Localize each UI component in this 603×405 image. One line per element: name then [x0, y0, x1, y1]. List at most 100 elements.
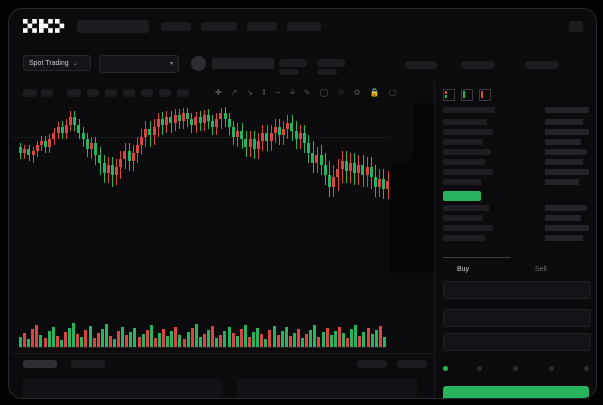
candle-body	[94, 143, 98, 155]
candle-body	[23, 149, 27, 153]
okx-logo[interactable]	[23, 19, 65, 33]
order-amount-field[interactable]	[443, 309, 591, 327]
orderbook-row[interactable]	[545, 159, 583, 165]
timeframe-5[interactable]	[105, 89, 117, 97]
orderbook-row[interactable]	[545, 149, 587, 155]
volume-bar	[80, 337, 84, 347]
orderbook-bids-icon[interactable]	[461, 89, 473, 101]
slider-dot-25[interactable]	[477, 366, 482, 371]
orderbook-row[interactable]	[545, 139, 581, 145]
tab-sell[interactable]: Sell	[535, 266, 547, 273]
trade-mode-button[interactable]: Spot Trading ⌄	[23, 55, 91, 71]
volume-bar	[129, 332, 133, 347]
orderbook-both-icon[interactable]	[443, 89, 455, 101]
shapes-icon[interactable]: ◯	[319, 88, 329, 97]
volume-bar	[51, 327, 55, 347]
orderbook-highlight-row[interactable]	[443, 191, 481, 201]
orderbook-asks-icon[interactable]	[479, 89, 491, 101]
candle-body	[378, 179, 382, 187]
orderbook-row[interactable]	[545, 129, 589, 135]
candle-body	[140, 137, 144, 145]
orderbook-row[interactable]	[545, 107, 589, 113]
orderbook-row[interactable]	[443, 159, 485, 165]
account-menu-button[interactable]	[569, 21, 583, 32]
price-chart[interactable]	[9, 103, 434, 303]
orderbook-row[interactable]	[545, 169, 589, 175]
candle-body	[261, 133, 265, 141]
orderbook-row[interactable]	[443, 149, 491, 155]
timeframe-3[interactable]	[67, 89, 81, 97]
orderbook-row[interactable]	[443, 139, 483, 145]
tab-orders[interactable]	[23, 360, 57, 368]
nav-item-3[interactable]	[247, 22, 277, 31]
tab-option-2[interactable]	[397, 360, 427, 368]
slider-dot-50[interactable]	[513, 366, 518, 371]
trash-icon[interactable]: ▢	[388, 88, 397, 97]
order-total-field[interactable]	[443, 333, 591, 351]
orderbook-row[interactable]	[443, 107, 495, 113]
cursor-icon[interactable]: ✚	[215, 88, 222, 97]
vertical-line-icon[interactable]: ‖	[262, 88, 266, 97]
timeframe-1[interactable]	[23, 89, 37, 97]
orderbook-row[interactable]	[443, 225, 493, 231]
nav-item-4[interactable]	[287, 22, 321, 31]
timeframe-8[interactable]	[159, 89, 171, 97]
orderbook-row[interactable]	[443, 235, 485, 241]
candle-body	[373, 177, 377, 187]
amount-slider[interactable]	[443, 365, 589, 373]
brush-icon[interactable]: ✎	[303, 88, 311, 97]
volume-bar	[313, 325, 317, 347]
orderbook-row[interactable]	[443, 205, 489, 211]
slider-dot-75[interactable]	[549, 366, 554, 371]
measure-icon[interactable]: ☉	[337, 88, 345, 97]
bottom-panel-right[interactable]	[237, 379, 417, 398]
candle-body	[248, 139, 252, 147]
magnet-icon[interactable]: ⚙	[353, 88, 361, 97]
lock-icon[interactable]: 🔒	[369, 88, 380, 97]
candle-body	[85, 139, 89, 149]
tab-buy[interactable]: Buy	[457, 266, 470, 273]
pair-select[interactable]: ▾	[99, 55, 179, 73]
volume-bar	[198, 337, 202, 347]
search-input[interactable]	[77, 20, 149, 33]
ray-icon[interactable]: ↘	[246, 88, 254, 97]
timeframe-6[interactable]	[123, 89, 135, 97]
volume-bar	[309, 330, 313, 347]
orderbook-row[interactable]	[443, 215, 483, 221]
orderbook-row[interactable]	[443, 169, 493, 175]
orderbook-row[interactable]	[545, 235, 583, 241]
fib-icon[interactable]: ≡	[290, 88, 295, 97]
volume-chart	[9, 305, 434, 353]
trendline-icon[interactable]: ↗	[230, 88, 238, 97]
candle-body	[206, 115, 210, 121]
nav-item-2[interactable]	[201, 22, 237, 31]
nav-item-1[interactable]	[161, 22, 191, 31]
orderbook-row[interactable]	[545, 179, 579, 185]
candle-body	[240, 131, 244, 139]
candle-body	[156, 119, 160, 127]
tab-option-1[interactable]	[357, 360, 387, 368]
orderbook-row[interactable]	[545, 205, 587, 211]
slider-dot-100[interactable]	[584, 366, 589, 371]
slider-dot-0[interactable]	[443, 366, 448, 371]
candle-body	[286, 123, 290, 129]
wave-icon[interactable]: ∽	[274, 88, 282, 97]
place-buy-order-button[interactable]	[443, 386, 589, 398]
orderbook-row[interactable]	[443, 179, 481, 185]
candle-body	[69, 117, 73, 125]
volume-bar	[100, 329, 104, 347]
order-price-field[interactable]	[443, 281, 591, 299]
orderbook-row[interactable]	[545, 215, 581, 221]
orderbook-row[interactable]	[545, 225, 589, 231]
timeframe-2[interactable]	[41, 89, 53, 97]
timeframe-4[interactable]	[87, 89, 99, 97]
volume-bar	[354, 325, 358, 347]
orderbook-row[interactable]	[443, 129, 493, 135]
orderbook-row[interactable]	[545, 119, 583, 125]
tab-positions[interactable]	[71, 360, 105, 368]
orderbook-row[interactable]	[443, 119, 487, 125]
timeframe-9[interactable]	[177, 89, 189, 97]
timeframe-7[interactable]	[141, 89, 153, 97]
bottom-panel-left[interactable]	[23, 379, 223, 398]
volume-bar	[117, 331, 121, 347]
